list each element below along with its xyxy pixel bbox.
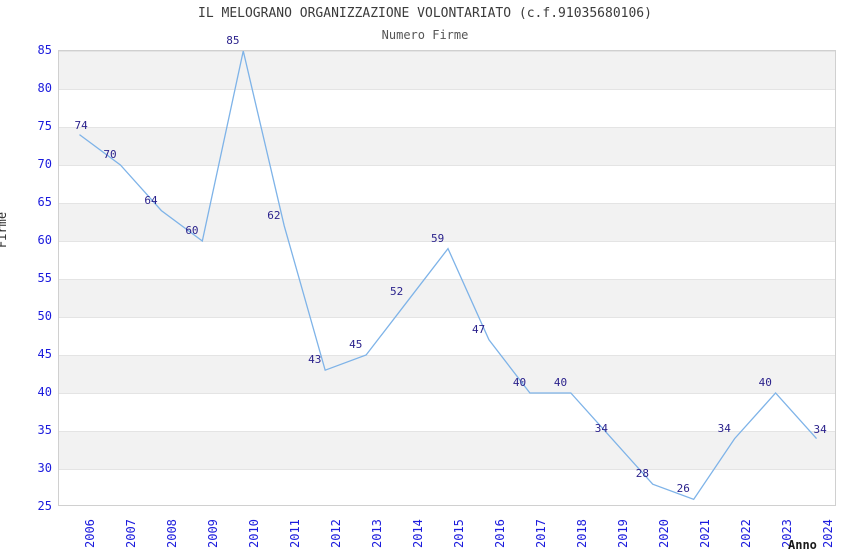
gridline bbox=[59, 393, 835, 394]
gridline bbox=[59, 431, 835, 432]
x-tick-label: 2015 bbox=[452, 519, 466, 548]
line-series bbox=[79, 51, 818, 501]
y-tick-label: 70 bbox=[37, 157, 52, 171]
plot-area bbox=[58, 50, 836, 506]
band bbox=[59, 279, 835, 317]
x-tick-label: 2018 bbox=[574, 519, 589, 548]
x-tick-label: 2011 bbox=[288, 519, 303, 548]
gridline bbox=[59, 241, 835, 242]
band bbox=[59, 51, 835, 89]
x-tick-label: 2008 bbox=[165, 519, 180, 548]
y-tick-label: 30 bbox=[37, 461, 52, 475]
x-tick-label: 2017 bbox=[533, 519, 548, 548]
gridline bbox=[59, 355, 835, 356]
y-axis-ticks: 25 30 35 40 45 50 55 60 65 70 75 80 85 bbox=[8, 44, 52, 512]
x-tick-label: 2009 bbox=[206, 519, 221, 548]
band bbox=[59, 127, 835, 165]
x-tick-label: 2014 bbox=[411, 519, 426, 548]
x-tick-label: 2016 bbox=[492, 519, 507, 548]
x-tick-label: 2007 bbox=[124, 519, 139, 548]
gridline bbox=[59, 165, 835, 166]
y-tick-label: 75 bbox=[37, 119, 52, 133]
y-tick-label: 25 bbox=[37, 499, 52, 513]
x-axis-label: Anno bbox=[788, 538, 817, 550]
band bbox=[59, 431, 835, 469]
y-tick-label: 45 bbox=[37, 347, 52, 361]
gridline bbox=[59, 127, 835, 128]
gridline bbox=[59, 469, 835, 470]
gridline bbox=[59, 317, 835, 318]
y-tick-label: 50 bbox=[37, 309, 52, 323]
x-tick-label: 2019 bbox=[615, 519, 630, 548]
band bbox=[59, 203, 835, 241]
x-tick-label: 2021 bbox=[697, 519, 712, 548]
page-title: IL MELOGRANO ORGANIZZAZIONE VOLONTARIATO… bbox=[198, 6, 652, 21]
x-tick-label: 2006 bbox=[83, 519, 98, 548]
y-tick-label: 85 bbox=[37, 43, 52, 57]
y-axis-label: Firme bbox=[0, 211, 9, 248]
x-axis-ticks: 2006 2007 2008 2009 2010 2011 2012 2013 2014 2015… bbox=[0, 512, 850, 550]
gridline bbox=[59, 279, 835, 280]
y-tick-label: 60 bbox=[37, 233, 52, 247]
y-tick-label: 65 bbox=[37, 195, 52, 209]
x-tick-label: 2022 bbox=[738, 519, 753, 548]
x-tick-label: 2024 bbox=[820, 519, 835, 548]
x-tick-label: 2020 bbox=[656, 519, 671, 548]
y-tick-label: 35 bbox=[37, 423, 52, 437]
gridline bbox=[59, 203, 835, 204]
x-tick-label: 2013 bbox=[370, 519, 385, 548]
gridline bbox=[59, 89, 835, 90]
band bbox=[59, 355, 835, 393]
y-tick-label: 55 bbox=[37, 271, 52, 285]
gridline bbox=[59, 51, 835, 52]
y-tick-label: 40 bbox=[37, 385, 52, 399]
chart-subtitle: Numero Firme bbox=[381, 28, 469, 42]
x-tick-label: 2012 bbox=[329, 519, 344, 548]
x-tick-label: 2010 bbox=[247, 519, 262, 548]
y-tick-label: 80 bbox=[37, 81, 52, 95]
